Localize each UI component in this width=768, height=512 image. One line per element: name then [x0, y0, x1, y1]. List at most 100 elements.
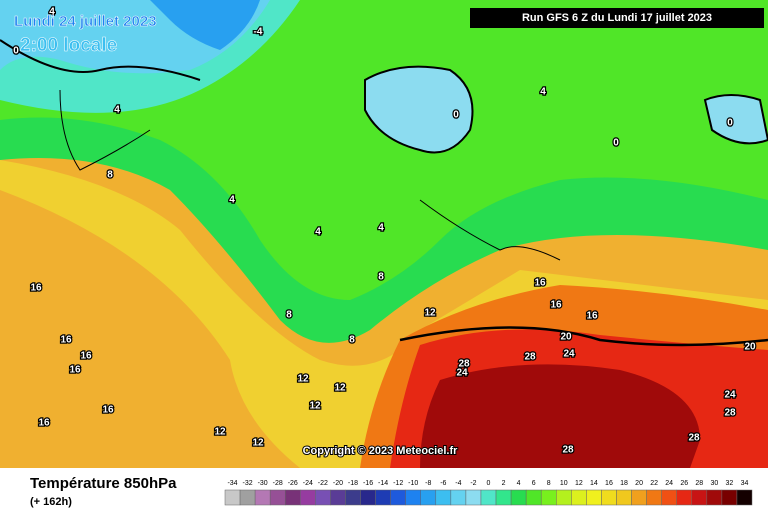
- scale-label: 20: [635, 480, 643, 487]
- scale-label: -26: [288, 480, 298, 487]
- legend-title: Température 850hPa: [30, 475, 177, 492]
- contour-label: 28: [524, 352, 536, 363]
- contour-label: 16: [60, 335, 72, 346]
- scale-swatch: [315, 489, 331, 506]
- contour-label: 16: [30, 283, 42, 294]
- contour-label: 4: [540, 87, 546, 98]
- contour-label: 16: [80, 351, 92, 362]
- scale-label: -30: [258, 480, 268, 487]
- scale-label: 22: [650, 480, 658, 487]
- scale-label: -16: [363, 480, 373, 487]
- scale-label: 28: [695, 480, 703, 487]
- scale-label: 8: [547, 480, 551, 487]
- scale-swatch: [586, 489, 602, 506]
- scale-label: 0: [487, 480, 491, 487]
- scale-label: -8: [425, 480, 431, 487]
- contour-label: 16: [586, 311, 598, 322]
- contour-label: 24: [456, 368, 468, 379]
- scale-label: 10: [560, 480, 568, 487]
- scale-swatch: [646, 489, 662, 506]
- scale-swatch: [239, 489, 256, 506]
- scale-label: 6: [532, 480, 536, 487]
- contour-label: 16: [102, 405, 114, 416]
- scale-swatch: [601, 489, 617, 506]
- contour-label: 12: [424, 308, 436, 319]
- contour-label: 0: [613, 138, 619, 149]
- contour-label: 12: [309, 401, 321, 412]
- scale-label: -10: [408, 480, 418, 487]
- scale-label: -2: [470, 480, 476, 487]
- scale-swatch: [480, 489, 497, 506]
- contour-label: 24: [563, 349, 575, 360]
- contour-label: 4: [114, 105, 120, 116]
- scale-label: 14: [590, 480, 598, 487]
- scale-label: 32: [726, 480, 734, 487]
- scale-swatch: [465, 489, 482, 506]
- contour-label: 4: [315, 227, 321, 238]
- scale-swatch: [525, 489, 542, 506]
- contour-label: 12: [252, 438, 264, 449]
- scale-label: 12: [575, 480, 583, 487]
- scale-label: 24: [665, 480, 673, 487]
- contour-label: 12: [334, 383, 346, 394]
- scale-label: 34: [741, 480, 749, 487]
- contour-label: 16: [38, 418, 50, 429]
- contour-label: 4: [229, 195, 235, 206]
- color-scale: -34 -32 -30 -28 -26 -24 -22 -20 -18 -16 -14 -12 -10-…: [224, 480, 753, 506]
- contour-label: 0: [13, 46, 19, 57]
- scale-swatch: [330, 489, 346, 506]
- scale-swatch: [300, 489, 316, 506]
- scale-swatch: [284, 489, 301, 506]
- scale-label: -14: [378, 480, 388, 487]
- scale-swatch: [556, 489, 572, 506]
- contour-label: 12: [214, 427, 226, 438]
- scale-swatch: [736, 489, 753, 506]
- scale-swatch: [691, 489, 708, 506]
- copyright: Copyright © 2023 Meteociel.fr: [303, 445, 459, 457]
- scale-swatch: [224, 489, 241, 506]
- scale-label: -32: [243, 480, 253, 487]
- scale-swatch: [269, 489, 286, 506]
- contour-label: 28: [724, 408, 736, 419]
- scale-label: -18: [348, 480, 358, 487]
- contour-label: 0: [727, 118, 733, 129]
- contour-label: 16: [534, 278, 546, 289]
- scale-swatch: [450, 489, 467, 506]
- contour-label: -4: [254, 27, 263, 38]
- valid-date: Lundi 24 juillet 2023: [14, 13, 157, 30]
- scale-label: 2: [502, 480, 506, 487]
- contour-label: 24: [724, 390, 736, 401]
- scale-label: -4: [455, 480, 461, 487]
- scale-swatch: [254, 489, 271, 506]
- contour-label: 20: [744, 342, 756, 353]
- scale-swatch: [661, 489, 677, 506]
- scale-label: 16: [605, 480, 613, 487]
- contour-label: 28: [458, 359, 470, 370]
- scale-swatch: [510, 489, 527, 506]
- contour-label: 8: [378, 272, 384, 283]
- scale-swatch: [706, 489, 723, 506]
- run-info: Run GFS 6 Z du Lundi 17 juillet 2023: [522, 12, 712, 24]
- scale-label: -20: [333, 480, 343, 487]
- scale-swatch: [375, 489, 391, 506]
- contour-label: 28: [688, 433, 700, 444]
- scale-swatch: [616, 489, 632, 506]
- scale-label: -6: [440, 480, 446, 487]
- scale-label: -28: [273, 480, 283, 487]
- contour-label: 4: [378, 223, 384, 234]
- contour-label: 4: [49, 7, 55, 18]
- contour-label: 20: [560, 332, 572, 343]
- scale-swatch: [540, 489, 557, 506]
- contour-label: 16: [69, 365, 81, 376]
- scale-label: 4: [517, 480, 521, 487]
- scale-label: 26: [680, 480, 688, 487]
- contour-label: 8: [286, 310, 292, 321]
- scale-label: -34: [227, 480, 237, 487]
- scale-swatch: [360, 489, 376, 506]
- scale-label: 30: [710, 480, 718, 487]
- contour-label: 16: [550, 300, 562, 311]
- map-field: [0, 0, 768, 468]
